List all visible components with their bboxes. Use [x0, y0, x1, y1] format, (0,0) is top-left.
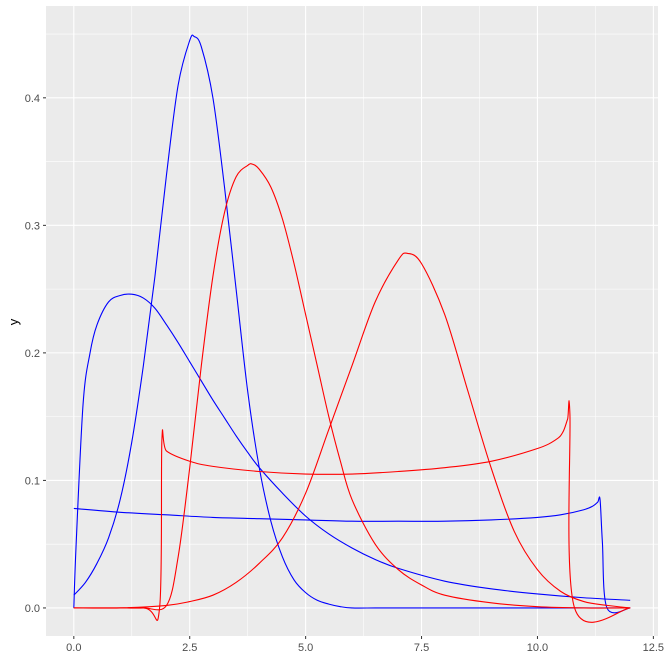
series-line-3 — [73, 496, 631, 614]
y-axis-title: y — [6, 318, 21, 325]
x-tick-label: 5.0 — [298, 642, 313, 654]
minor-grid — [46, 6, 658, 636]
series-line-2 — [73, 34, 631, 609]
y-tick-label: 0.2 — [25, 348, 40, 360]
series-layer — [73, 34, 631, 623]
series-line-1 — [73, 293, 631, 608]
plot-panel — [46, 6, 658, 636]
series-line-6 — [73, 252, 631, 609]
y-tick-label: 0.4 — [25, 93, 40, 105]
y-axis: 0.0 0.1 0.2 0.3 0.4 — [25, 93, 46, 615]
y-tick-label: 0.3 — [25, 220, 40, 232]
x-tick-label: 12.5 — [643, 642, 664, 654]
x-tick-label: 10.0 — [527, 642, 548, 654]
x-tick-label: 7.5 — [414, 642, 429, 654]
series-line-5 — [73, 400, 631, 623]
series-line-4 — [73, 163, 631, 611]
y-tick-label: 0.1 — [25, 475, 40, 487]
x-tick-label: 0.0 — [66, 642, 81, 654]
y-tick-label: 0.0 — [25, 603, 40, 615]
x-axis: 0.0 2.5 5.0 7.5 10.0 12.5 — [66, 636, 664, 654]
x-tick-label: 2.5 — [182, 642, 197, 654]
